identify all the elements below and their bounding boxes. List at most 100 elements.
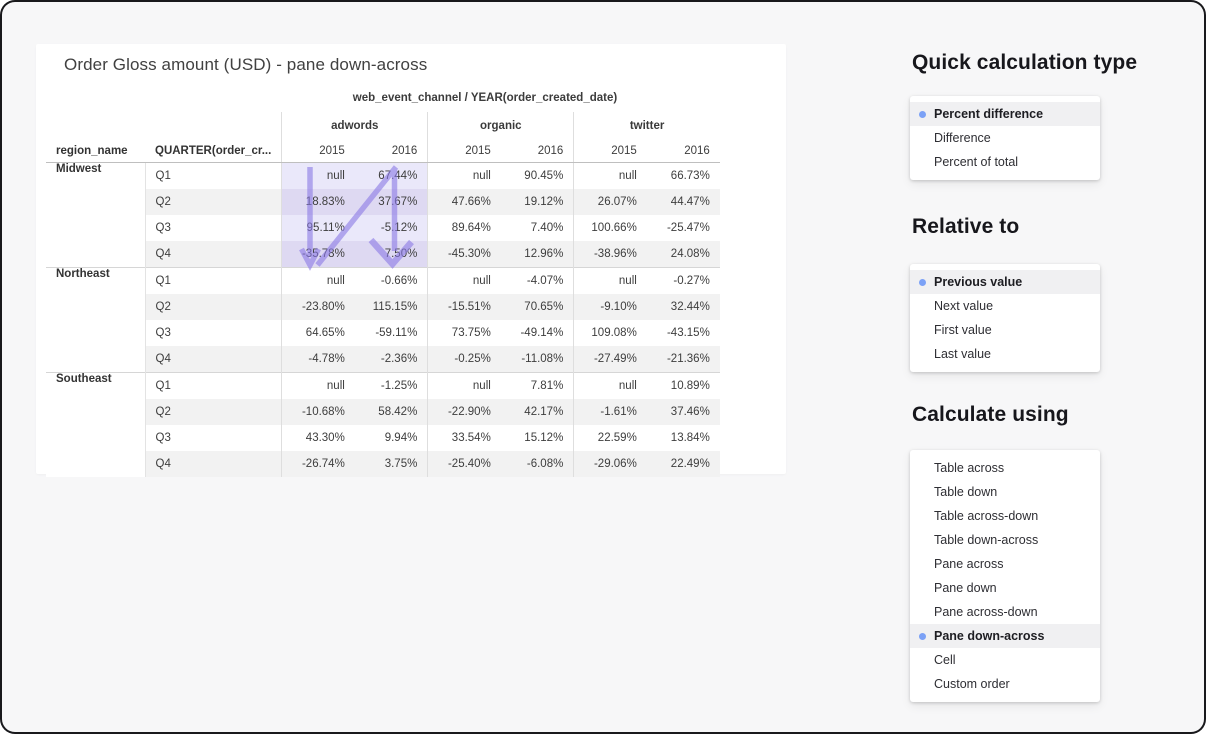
- quarter-cell: Q2: [144, 399, 282, 425]
- value-cell: 37.67%: [354, 189, 428, 215]
- value-cell: -0.25%: [427, 346, 501, 373]
- value-cell: -23.80%: [281, 294, 355, 320]
- value-cell: 100.66%: [573, 215, 647, 241]
- quick-calc-option-percent-difference[interactable]: Percent difference: [910, 102, 1100, 126]
- value-cell: 47.66%: [427, 189, 501, 215]
- option-label: Table down: [934, 485, 998, 499]
- quarter-cell: Q1: [144, 267, 282, 294]
- option-label: Pane down-across: [934, 629, 1045, 643]
- calculate-using-option-cell[interactable]: Cell: [910, 648, 1100, 672]
- value-cell: 42.17%: [500, 399, 574, 425]
- selected-dot-icon: [919, 110, 926, 118]
- value-cell: null: [573, 372, 647, 399]
- relative-to-option-last-value[interactable]: Last value: [910, 342, 1100, 366]
- calculate-using-option-custom-order[interactable]: Custom order: [910, 672, 1100, 696]
- channel-header-adwords: adwords: [281, 112, 428, 140]
- value-cell: 67.44%: [354, 162, 428, 189]
- value-cell: null: [427, 372, 501, 399]
- quarter-cell: Q3: [144, 425, 282, 451]
- value-cell: -27.49%: [573, 346, 647, 373]
- calculate-using-option-pane-down[interactable]: Pane down: [910, 576, 1100, 600]
- calculate-using-option-pane-across-down[interactable]: Pane across-down: [910, 600, 1100, 624]
- selected-dot-icon: [919, 278, 926, 286]
- calculate-using-option-table-down[interactable]: Table down: [910, 480, 1100, 504]
- value-cell: -25.40%: [427, 451, 501, 477]
- calculate-using-option-table-across[interactable]: Table across: [910, 456, 1100, 480]
- relative-to-panel: Previous value Next value First value Last …: [910, 264, 1100, 372]
- region-cell: Midwest: [46, 162, 145, 268]
- option-label: Cell: [934, 653, 956, 667]
- quick-calculation-type-panel: Percent difference Difference Percent of t…: [910, 96, 1100, 180]
- option-label: Last value: [934, 347, 991, 361]
- calculate-using-option-table-down-across[interactable]: Table down-across: [910, 528, 1100, 552]
- quarter-cell: Q1: [144, 162, 282, 189]
- value-cell: null: [281, 372, 355, 399]
- value-cell: -35.78%: [281, 241, 355, 268]
- blank-header: [46, 112, 145, 140]
- calculate-using-option-pane-across[interactable]: Pane across: [910, 552, 1100, 576]
- value-cell: 58.42%: [354, 399, 428, 425]
- option-label: Table across: [934, 461, 1005, 475]
- value-cell: 22.49%: [646, 451, 720, 477]
- quick-calc-option-difference[interactable]: Difference: [910, 126, 1100, 150]
- value-cell: -10.68%: [281, 399, 355, 425]
- value-cell: 70.65%: [500, 294, 574, 320]
- calculate-using-panel: Table across Table down Table across-down T…: [910, 450, 1100, 702]
- calculate-using-option-table-across-down[interactable]: Table across-down: [910, 504, 1100, 528]
- value-cell: -29.06%: [573, 451, 647, 477]
- value-cell: -1.25%: [354, 372, 428, 399]
- viz-title: Order Gloss amount (USD) - pane down-acr…: [64, 55, 428, 74]
- pivot-columns-label: web_event_channel / YEAR(order_created_d…: [352, 92, 618, 104]
- year-header: 2015: [281, 140, 355, 163]
- value-cell: null: [573, 162, 647, 189]
- value-cell: 3.75%: [354, 451, 428, 477]
- table-row: Q2 -23.80% 115.15% -15.51% 70.65% -9.10% 32.44…: [46, 294, 720, 320]
- value-cell: -2.36%: [354, 346, 428, 373]
- value-cell: -49.14%: [520, 327, 564, 339]
- value-cell: 44.47%: [646, 189, 720, 215]
- table-row: Q3 64.65% -59.11% 73.75% -49.14% 109.08% -43.1…: [46, 320, 720, 346]
- value-cell: 37.46%: [646, 399, 720, 425]
- option-label: Previous value: [934, 275, 1023, 289]
- value-cell: -45.30%: [427, 241, 501, 268]
- table-row: Northeast Q1 null -0.66% null -4.07% null -0.27…: [46, 267, 720, 373]
- value-cell: 10.89%: [646, 372, 720, 399]
- relative-to-option-next-value[interactable]: Next value: [910, 294, 1100, 318]
- calculate-using-heading: Calculate using: [912, 403, 1069, 426]
- quarter-cell: Q2: [144, 189, 282, 215]
- value-cell: -11.08%: [500, 346, 574, 373]
- value-cell: 15.12%: [524, 432, 564, 444]
- blank-header: [145, 112, 282, 140]
- option-label: Table down-across: [934, 533, 1039, 547]
- value-cell: 66.73%: [670, 170, 710, 182]
- quarter-cell: Q1: [144, 372, 282, 399]
- quick-calculation-type-heading: Quick calculation type: [912, 51, 1138, 74]
- value-cell: 22.59%: [573, 425, 647, 451]
- value-cell: -0.66%: [354, 267, 428, 294]
- value-cell: 7.40%: [530, 222, 564, 234]
- value-cell: -5.12%: [354, 215, 428, 241]
- value-cell: -15.51%: [427, 294, 501, 320]
- quick-calc-option-percent-of-total[interactable]: Percent of total: [910, 150, 1100, 174]
- value-cell: null: [427, 162, 501, 189]
- selected-dot-icon: [919, 632, 926, 640]
- option-label: Pane down: [934, 581, 997, 595]
- relative-to-option-previous-value[interactable]: Previous value: [910, 270, 1100, 294]
- calculate-using-option-pane-down-across[interactable]: Pane down-across: [910, 624, 1100, 648]
- value-cell: null: [281, 267, 355, 294]
- value-cell: 18.83%: [281, 189, 355, 215]
- value-cell: 43.30%: [281, 425, 355, 451]
- year-header: 2016: [500, 140, 574, 163]
- relative-to-option-first-value[interactable]: First value: [910, 318, 1100, 342]
- value-cell: 9.94%: [384, 432, 418, 444]
- region-name-header: region_name: [46, 140, 145, 163]
- value-cell: 24.08%: [646, 241, 720, 268]
- value-cell: 7.50%: [354, 241, 428, 268]
- quarter-cell: Q3: [144, 215, 282, 241]
- region-cell: Northeast: [46, 267, 145, 373]
- option-label: Percent difference: [934, 107, 1044, 121]
- pivot-table: adwords organic twitter region_name QUARTER(…: [46, 112, 720, 477]
- table-row: Q4 -26.74% 3.75% -25.40% -6.08% -29.06% 22.49%: [46, 451, 720, 477]
- option-label: Difference: [934, 131, 991, 145]
